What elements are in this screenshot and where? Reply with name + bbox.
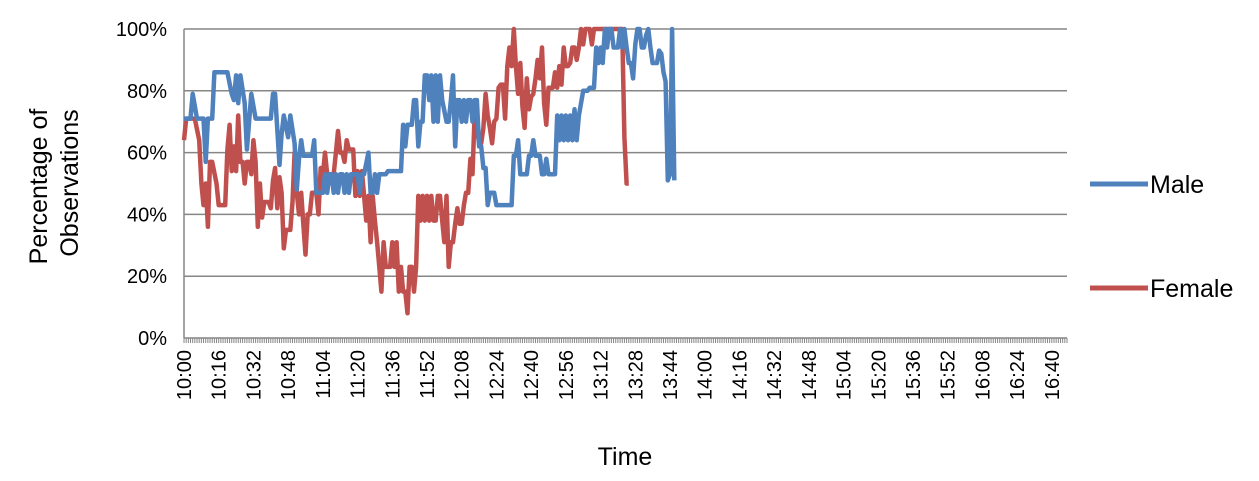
x-tick-label: 10:32: [243, 350, 265, 400]
legend: Male Female: [1090, 171, 1233, 303]
legend-label-female: Female: [1150, 275, 1233, 303]
x-tick-label: 14:48: [799, 350, 821, 400]
y-tick-label: 100%: [116, 19, 167, 41]
x-tick-label: 16:40: [1042, 350, 1064, 400]
x-tick-label: 13:44: [660, 350, 682, 400]
x-tick-label: 15:52: [938, 350, 960, 400]
x-tick-label: 11:36: [382, 350, 404, 399]
x-tick-label: 12:40: [521, 350, 543, 400]
series-line-male: [184, 26, 677, 208]
y-tick-label: 40%: [127, 204, 167, 226]
x-tick-labels: 10:00 10:16 10:32 10:48 11:04 11:20 11:36 11:52…: [174, 350, 1064, 400]
x-tick-label: 11:20: [348, 350, 370, 399]
x-tick-label: 14:16: [729, 350, 751, 400]
x-tick-label: 12:24: [486, 350, 508, 400]
y-axis-title: Percentage of Observations: [25, 102, 84, 265]
x-tick-label: 15:36: [903, 350, 925, 400]
x-tick-label: 12:08: [452, 350, 474, 400]
x-tick-label: 16:08: [972, 350, 994, 400]
y-tick-labels: 0% 20% 40% 60% 80% 100%: [116, 19, 167, 350]
x-tick-label: 13:12: [591, 350, 613, 400]
axes: [183, 29, 1068, 343]
x-tick-label: 12:56: [556, 350, 578, 400]
y-tick-label: 60%: [127, 143, 167, 165]
x-tick-label: 10:16: [209, 350, 231, 400]
x-tick-label: 16:24: [1007, 350, 1029, 400]
x-tick-label: 10:00: [174, 350, 196, 400]
x-tick-label: 13:28: [625, 350, 647, 400]
series-lines: [181, 26, 677, 316]
x-tick-label: 14:00: [695, 350, 717, 400]
y-tick-label: 0%: [138, 328, 167, 350]
x-tick-label: 10:48: [278, 350, 300, 400]
x-tick-label: 14:32: [764, 350, 786, 400]
y-tick-label: 20%: [127, 266, 167, 288]
x-tick-label: 11:52: [417, 350, 439, 399]
legend-label-male: Male: [1150, 171, 1204, 199]
series-line-female: [181, 26, 629, 316]
y-axis-title-line-2: Observations: [56, 109, 84, 256]
y-axis-title-line-1: Percentage of: [25, 109, 53, 265]
x-tick-label: 15:20: [868, 350, 890, 400]
x-tick-label: 15:04: [834, 350, 856, 400]
x-tick-label: 11:04: [313, 350, 335, 399]
x-axis-title: Time: [598, 443, 653, 471]
y-tick-label: 80%: [127, 81, 167, 103]
